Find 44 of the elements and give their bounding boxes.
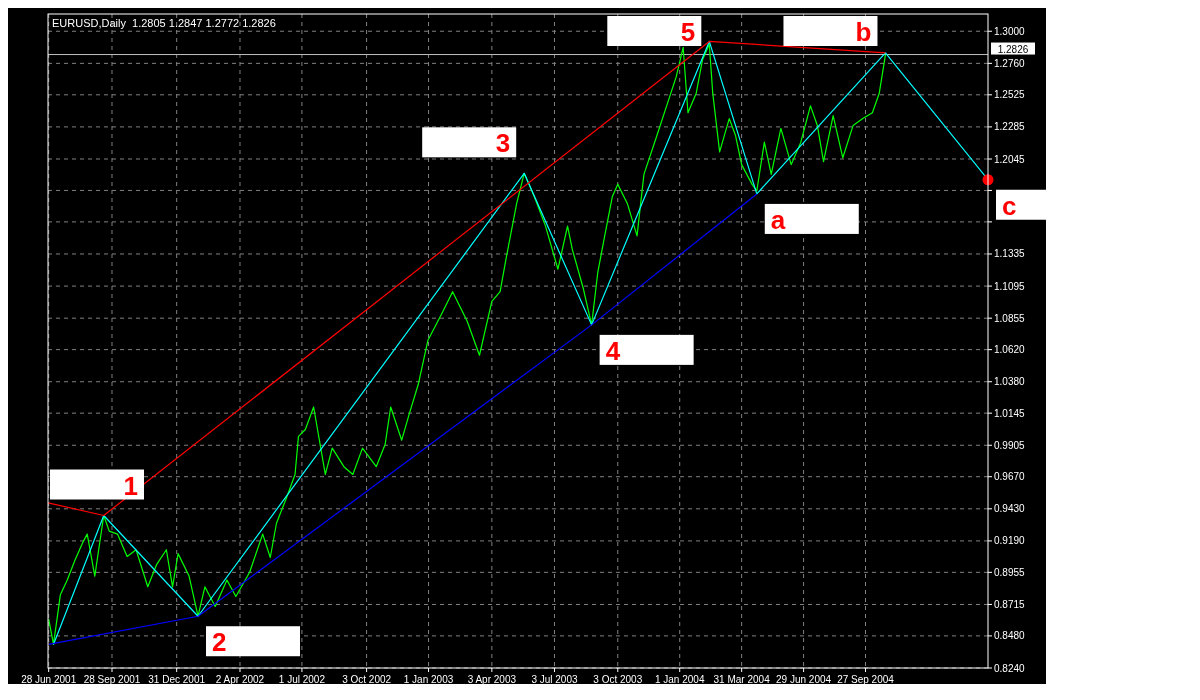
- annotation: a: [770, 204, 786, 235]
- annotation: 2: [212, 627, 227, 658]
- y-tick-label: 1.2285: [994, 121, 1026, 133]
- x-tick-label: 1 Jul 2002: [278, 674, 326, 685]
- y-tick-label: 1.2525: [994, 89, 1026, 101]
- x-tick-label: 29 Jun 2004: [776, 674, 832, 685]
- y-tick-label: 0.9430: [994, 503, 1026, 515]
- ref-line-label: 1.2826: [997, 43, 1029, 55]
- annotation: 4: [605, 335, 621, 366]
- y-tick-label: 1.0620: [994, 344, 1026, 356]
- annotation: c: [1002, 190, 1017, 221]
- y-tick-label: 0.9905: [994, 439, 1026, 451]
- annotation: 3: [495, 128, 511, 159]
- chart-title: EURUSD,Daily 1.2805 1.2847 1.2772 1.2826: [52, 17, 276, 29]
- x-tick-label: 3 Apr 2003: [467, 674, 517, 685]
- x-tick-label: 3 Oct 2003: [593, 674, 643, 685]
- y-tick-label: 1.3000: [994, 25, 1026, 37]
- x-tick-label: 1 Jan 2003: [403, 674, 454, 685]
- annotation: b: [855, 17, 872, 47]
- line-series: [48, 40, 887, 517]
- y-tick-label: 0.9670: [994, 471, 1026, 483]
- y-tick-label: 1.0145: [994, 407, 1026, 419]
- y-tick-label: 1.1335: [994, 248, 1026, 260]
- y-tick-label: 0.9190: [994, 535, 1026, 547]
- y-tick-label: 0.8480: [994, 630, 1026, 642]
- y-tick-label: 1.1095: [994, 280, 1026, 292]
- x-tick-label: 31 Mar 2004: [713, 674, 771, 685]
- y-tick-label: 1.0855: [994, 312, 1026, 324]
- y-tick-label: 0.8240: [994, 662, 1026, 674]
- y-tick-label: 1.2045: [994, 153, 1026, 165]
- y-tick-label: 1.0380: [994, 376, 1026, 388]
- x-tick-label: 27 Sep 2004: [837, 674, 895, 685]
- x-tick-label: 3 Oct 2002: [342, 674, 392, 685]
- y-tick-label: 1.2760: [994, 57, 1026, 69]
- x-tick-label: 1 Jan 2004: [654, 674, 705, 685]
- x-tick-label: 28 Sep 2001: [83, 674, 141, 685]
- annotation: 1: [123, 470, 138, 501]
- x-tick-label: 31 Dec 2001: [148, 674, 206, 685]
- x-tick-label: 28 Jun 2001: [21, 674, 77, 685]
- x-tick-label: 3 Jul 2003: [531, 674, 578, 685]
- y-tick-label: 0.8955: [994, 566, 1026, 578]
- annotation: 5: [680, 17, 696, 47]
- y-tick-label: 0.8715: [994, 598, 1026, 610]
- x-tick-label: 2 Apr 2002: [215, 674, 265, 685]
